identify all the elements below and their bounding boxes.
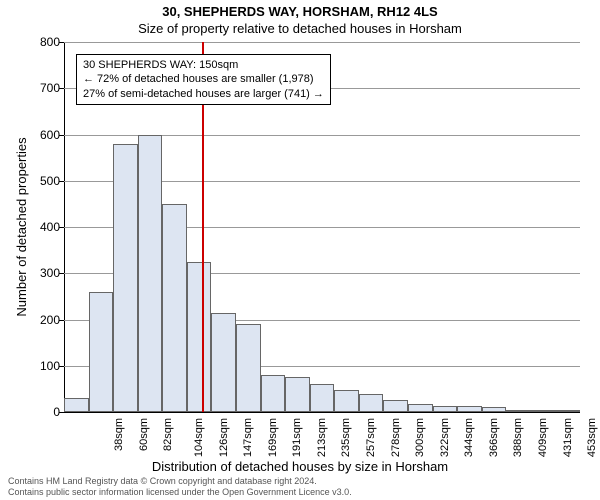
y-tick-mark <box>59 412 64 413</box>
histogram-bar <box>285 377 310 412</box>
x-tick-label: 235sqm <box>341 418 353 457</box>
annotation-line1: 30 SHEPHERDS WAY: 150sqm <box>83 58 324 72</box>
histogram-bar <box>261 375 286 412</box>
y-tick-label: 400 <box>30 220 60 234</box>
x-tick-label: 278sqm <box>390 418 402 457</box>
x-tick-label: 126sqm <box>218 418 230 457</box>
x-tick-label: 169sqm <box>267 418 279 457</box>
chart-subtitle: Size of property relative to detached ho… <box>0 21 600 36</box>
x-tick-label: 300sqm <box>414 418 426 457</box>
histogram-bar <box>310 384 335 412</box>
histogram-bar <box>433 406 458 412</box>
x-tick-label: 191sqm <box>291 418 303 457</box>
y-tick-mark <box>59 273 64 274</box>
y-tick-label: 500 <box>30 174 60 188</box>
y-tick-mark <box>59 135 64 136</box>
x-tick-label: 453sqm <box>586 418 598 457</box>
x-tick-label: 104sqm <box>193 418 205 457</box>
histogram-bar <box>482 407 507 412</box>
histogram-bar <box>531 410 556 412</box>
annotation-box: 30 SHEPHERDS WAY: 150sqm← 72% of detache… <box>76 54 331 105</box>
annotation-line3: 27% of semi-detached houses are larger (… <box>83 87 324 101</box>
x-tick-label: 38sqm <box>113 418 125 451</box>
x-tick-label: 366sqm <box>488 418 500 457</box>
y-tick-mark <box>59 42 64 43</box>
y-tick-mark <box>59 227 64 228</box>
y-tick-label: 600 <box>30 128 60 142</box>
histogram-bar <box>383 400 408 412</box>
histogram-bar <box>187 262 212 412</box>
x-tick-label: 257sqm <box>365 418 377 457</box>
y-tick-label: 300 <box>30 266 60 280</box>
histogram-bar <box>162 204 187 412</box>
y-tick-mark <box>59 320 64 321</box>
x-tick-label: 322sqm <box>439 418 451 457</box>
y-tick-label: 800 <box>30 35 60 49</box>
x-axis-label: Distribution of detached houses by size … <box>0 459 600 474</box>
x-tick-label: 147sqm <box>242 418 254 457</box>
histogram-bar <box>138 135 163 413</box>
footer-line2: Contains public sector information licen… <box>8 487 352 498</box>
annotation-line2: ← 72% of detached houses are smaller (1,… <box>83 72 324 86</box>
footer-line1: Contains HM Land Registry data © Crown c… <box>8 476 352 487</box>
x-tick-label: 344sqm <box>463 418 475 457</box>
histogram-bar <box>555 410 580 412</box>
histogram-bar <box>211 313 236 412</box>
x-tick-label: 409sqm <box>537 418 549 457</box>
histogram-bar <box>64 398 89 412</box>
y-tick-label: 700 <box>30 81 60 95</box>
footer-attribution: Contains HM Land Registry data © Crown c… <box>8 476 352 498</box>
y-tick-label: 0 <box>30 405 60 419</box>
histogram-bar <box>89 292 114 412</box>
histogram-bar <box>408 404 433 412</box>
y-tick-label: 100 <box>30 359 60 373</box>
y-tick-mark <box>59 88 64 89</box>
histogram-bar <box>506 410 531 412</box>
x-tick-label: 388sqm <box>513 418 525 457</box>
grid-line <box>64 42 580 43</box>
x-tick-label: 431sqm <box>562 418 574 457</box>
x-tick-label: 60sqm <box>138 418 150 451</box>
histogram-bar <box>236 324 261 412</box>
histogram-bar <box>113 144 138 412</box>
y-tick-mark <box>59 366 64 367</box>
histogram-bar <box>457 406 482 412</box>
histogram-bar <box>359 394 384 412</box>
chart-title-address: 30, SHEPHERDS WAY, HORSHAM, RH12 4LS <box>0 4 600 19</box>
y-tick-mark <box>59 181 64 182</box>
x-tick-label: 213sqm <box>316 418 328 457</box>
y-tick-label: 200 <box>30 313 60 327</box>
histogram-bar <box>334 390 359 412</box>
x-tick-label: 82sqm <box>162 418 174 451</box>
